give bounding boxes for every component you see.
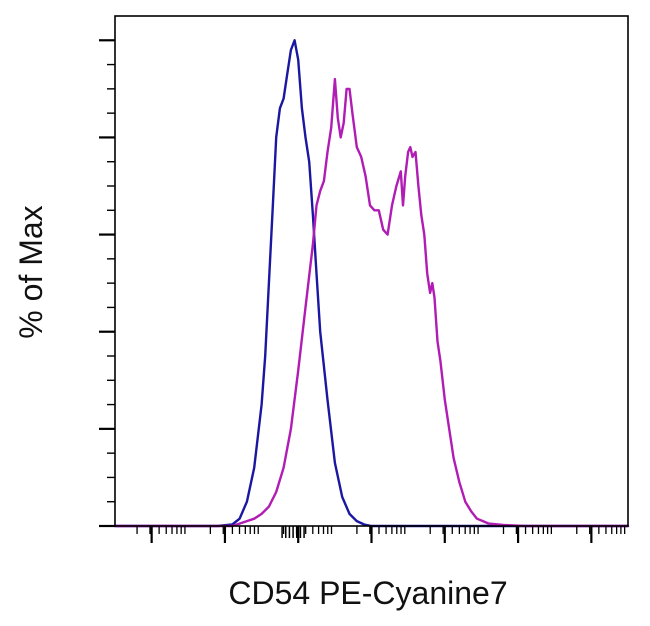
series-line-1 bbox=[113, 39, 630, 528]
x-axis-title: CD54 PE-Cyanine7 bbox=[228, 575, 507, 611]
plot-frame bbox=[114, 15, 629, 527]
axes bbox=[99, 15, 629, 543]
plot-area bbox=[113, 39, 630, 528]
series-line-2 bbox=[113, 77, 630, 528]
y-axis-title: % of Max bbox=[13, 205, 49, 338]
